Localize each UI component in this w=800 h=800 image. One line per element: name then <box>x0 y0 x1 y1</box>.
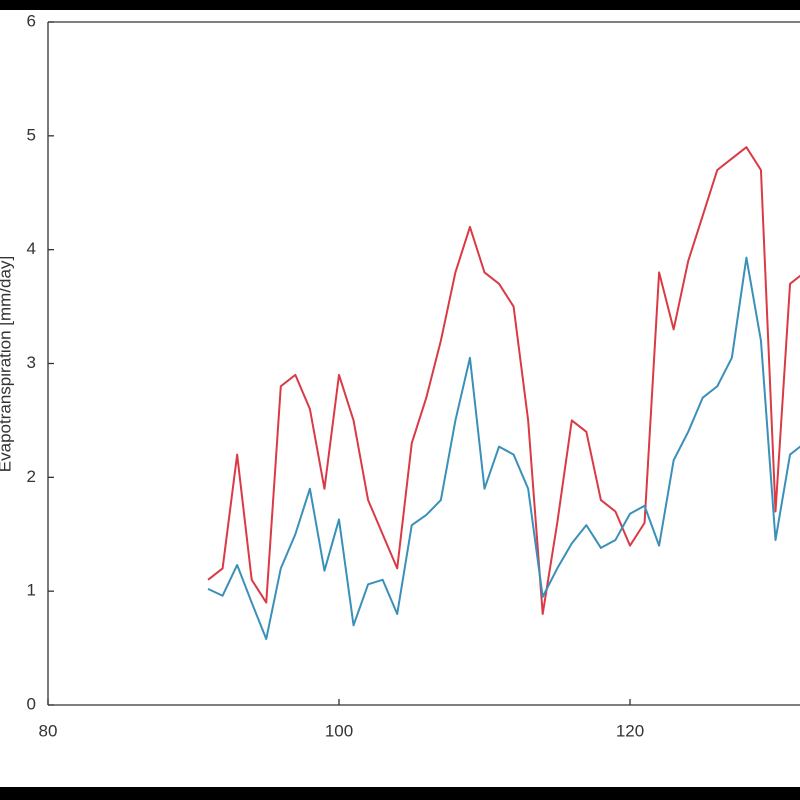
data-line <box>207 146 800 615</box>
y-tick-label: 2 <box>27 467 36 486</box>
x-tick-label: 120 <box>616 721 644 740</box>
y-tick-label: 0 <box>27 694 36 713</box>
y-tick-label: 4 <box>27 239 36 258</box>
y-tick-label: 1 <box>27 581 36 600</box>
y-axis-label: Evapotranspiration [mm/day] <box>0 256 14 472</box>
y-tick-label: 6 <box>27 11 36 30</box>
x-tick-label: 100 <box>325 721 353 740</box>
chart-background <box>0 10 800 787</box>
data-line <box>207 256 800 640</box>
x-tick-label: 80 <box>39 721 58 740</box>
y-tick-label: 5 <box>27 125 36 144</box>
y-tick-label: 3 <box>27 353 36 372</box>
